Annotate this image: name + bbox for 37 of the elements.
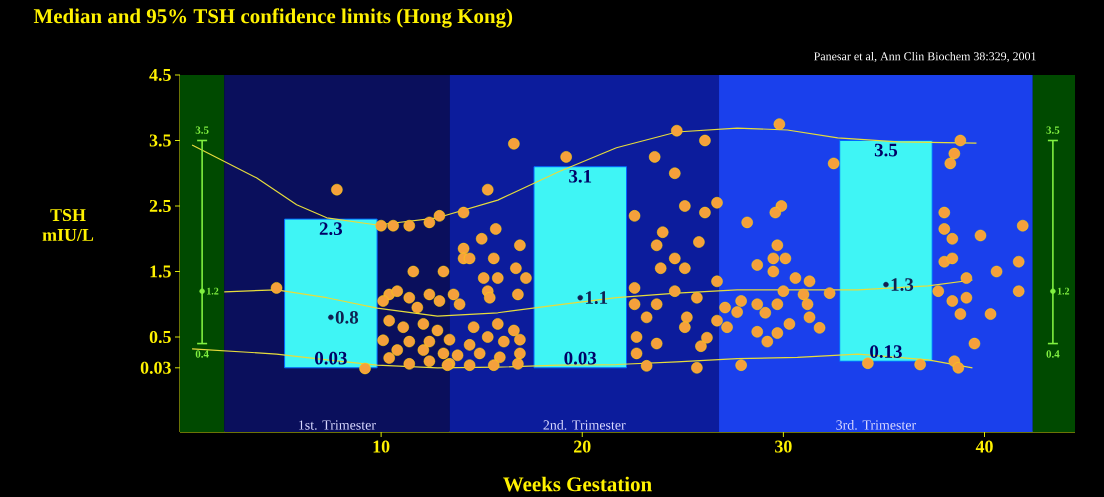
annotation: 2.3 xyxy=(319,222,343,236)
point xyxy=(883,281,889,288)
annotation: 3.1 xyxy=(569,169,592,183)
x-axis-title: Weeks Gestation xyxy=(503,476,652,492)
data-label: 1.2 xyxy=(207,287,219,295)
data-label: 1.2 xyxy=(1057,287,1070,295)
y-tick-label: 3.5 xyxy=(149,134,171,147)
annotation: 3.5 xyxy=(195,126,209,134)
text: Panesar et al, Ann Clin Biochem 38:329, 2001 xyxy=(814,51,1036,63)
x-tick-label: 40 xyxy=(975,440,993,453)
band-label: 2nd. Trimester xyxy=(543,419,626,430)
annotation: 3.5 xyxy=(874,143,898,157)
x-tick-label: 20 xyxy=(574,440,591,453)
y-tick-label: 1.5 xyxy=(150,265,171,278)
y-tick-label: 0.03 xyxy=(140,361,171,374)
y-tick-label: 0.5 xyxy=(149,330,171,344)
annotation: 0.03 xyxy=(564,351,597,365)
point xyxy=(1050,288,1056,294)
annotation: 0.4 xyxy=(1046,350,1060,358)
band-label: 3rd. Trimester xyxy=(836,419,917,430)
x-tick-label: 10 xyxy=(373,440,390,453)
point xyxy=(199,288,205,294)
annotation: 3.5 xyxy=(1046,126,1060,134)
data-label: 0.8 xyxy=(335,310,359,324)
y-axis-title: TSH mIU/L xyxy=(42,209,94,241)
bar xyxy=(839,140,933,362)
band-label: 1st. Trimester xyxy=(299,420,376,430)
point xyxy=(577,295,583,301)
annotation: 0.13 xyxy=(870,345,902,359)
y-tick-label: 2.5 xyxy=(149,199,171,213)
y-tick-label: 4.5 xyxy=(149,68,171,82)
bar xyxy=(284,218,378,369)
chart-title: Median and 95% TSH confidence limits (Hong Kong) xyxy=(33,8,513,28)
x-tick-label: 30 xyxy=(775,440,792,453)
point xyxy=(328,314,334,321)
annotation: 0.4 xyxy=(195,350,209,358)
bar xyxy=(533,166,627,369)
